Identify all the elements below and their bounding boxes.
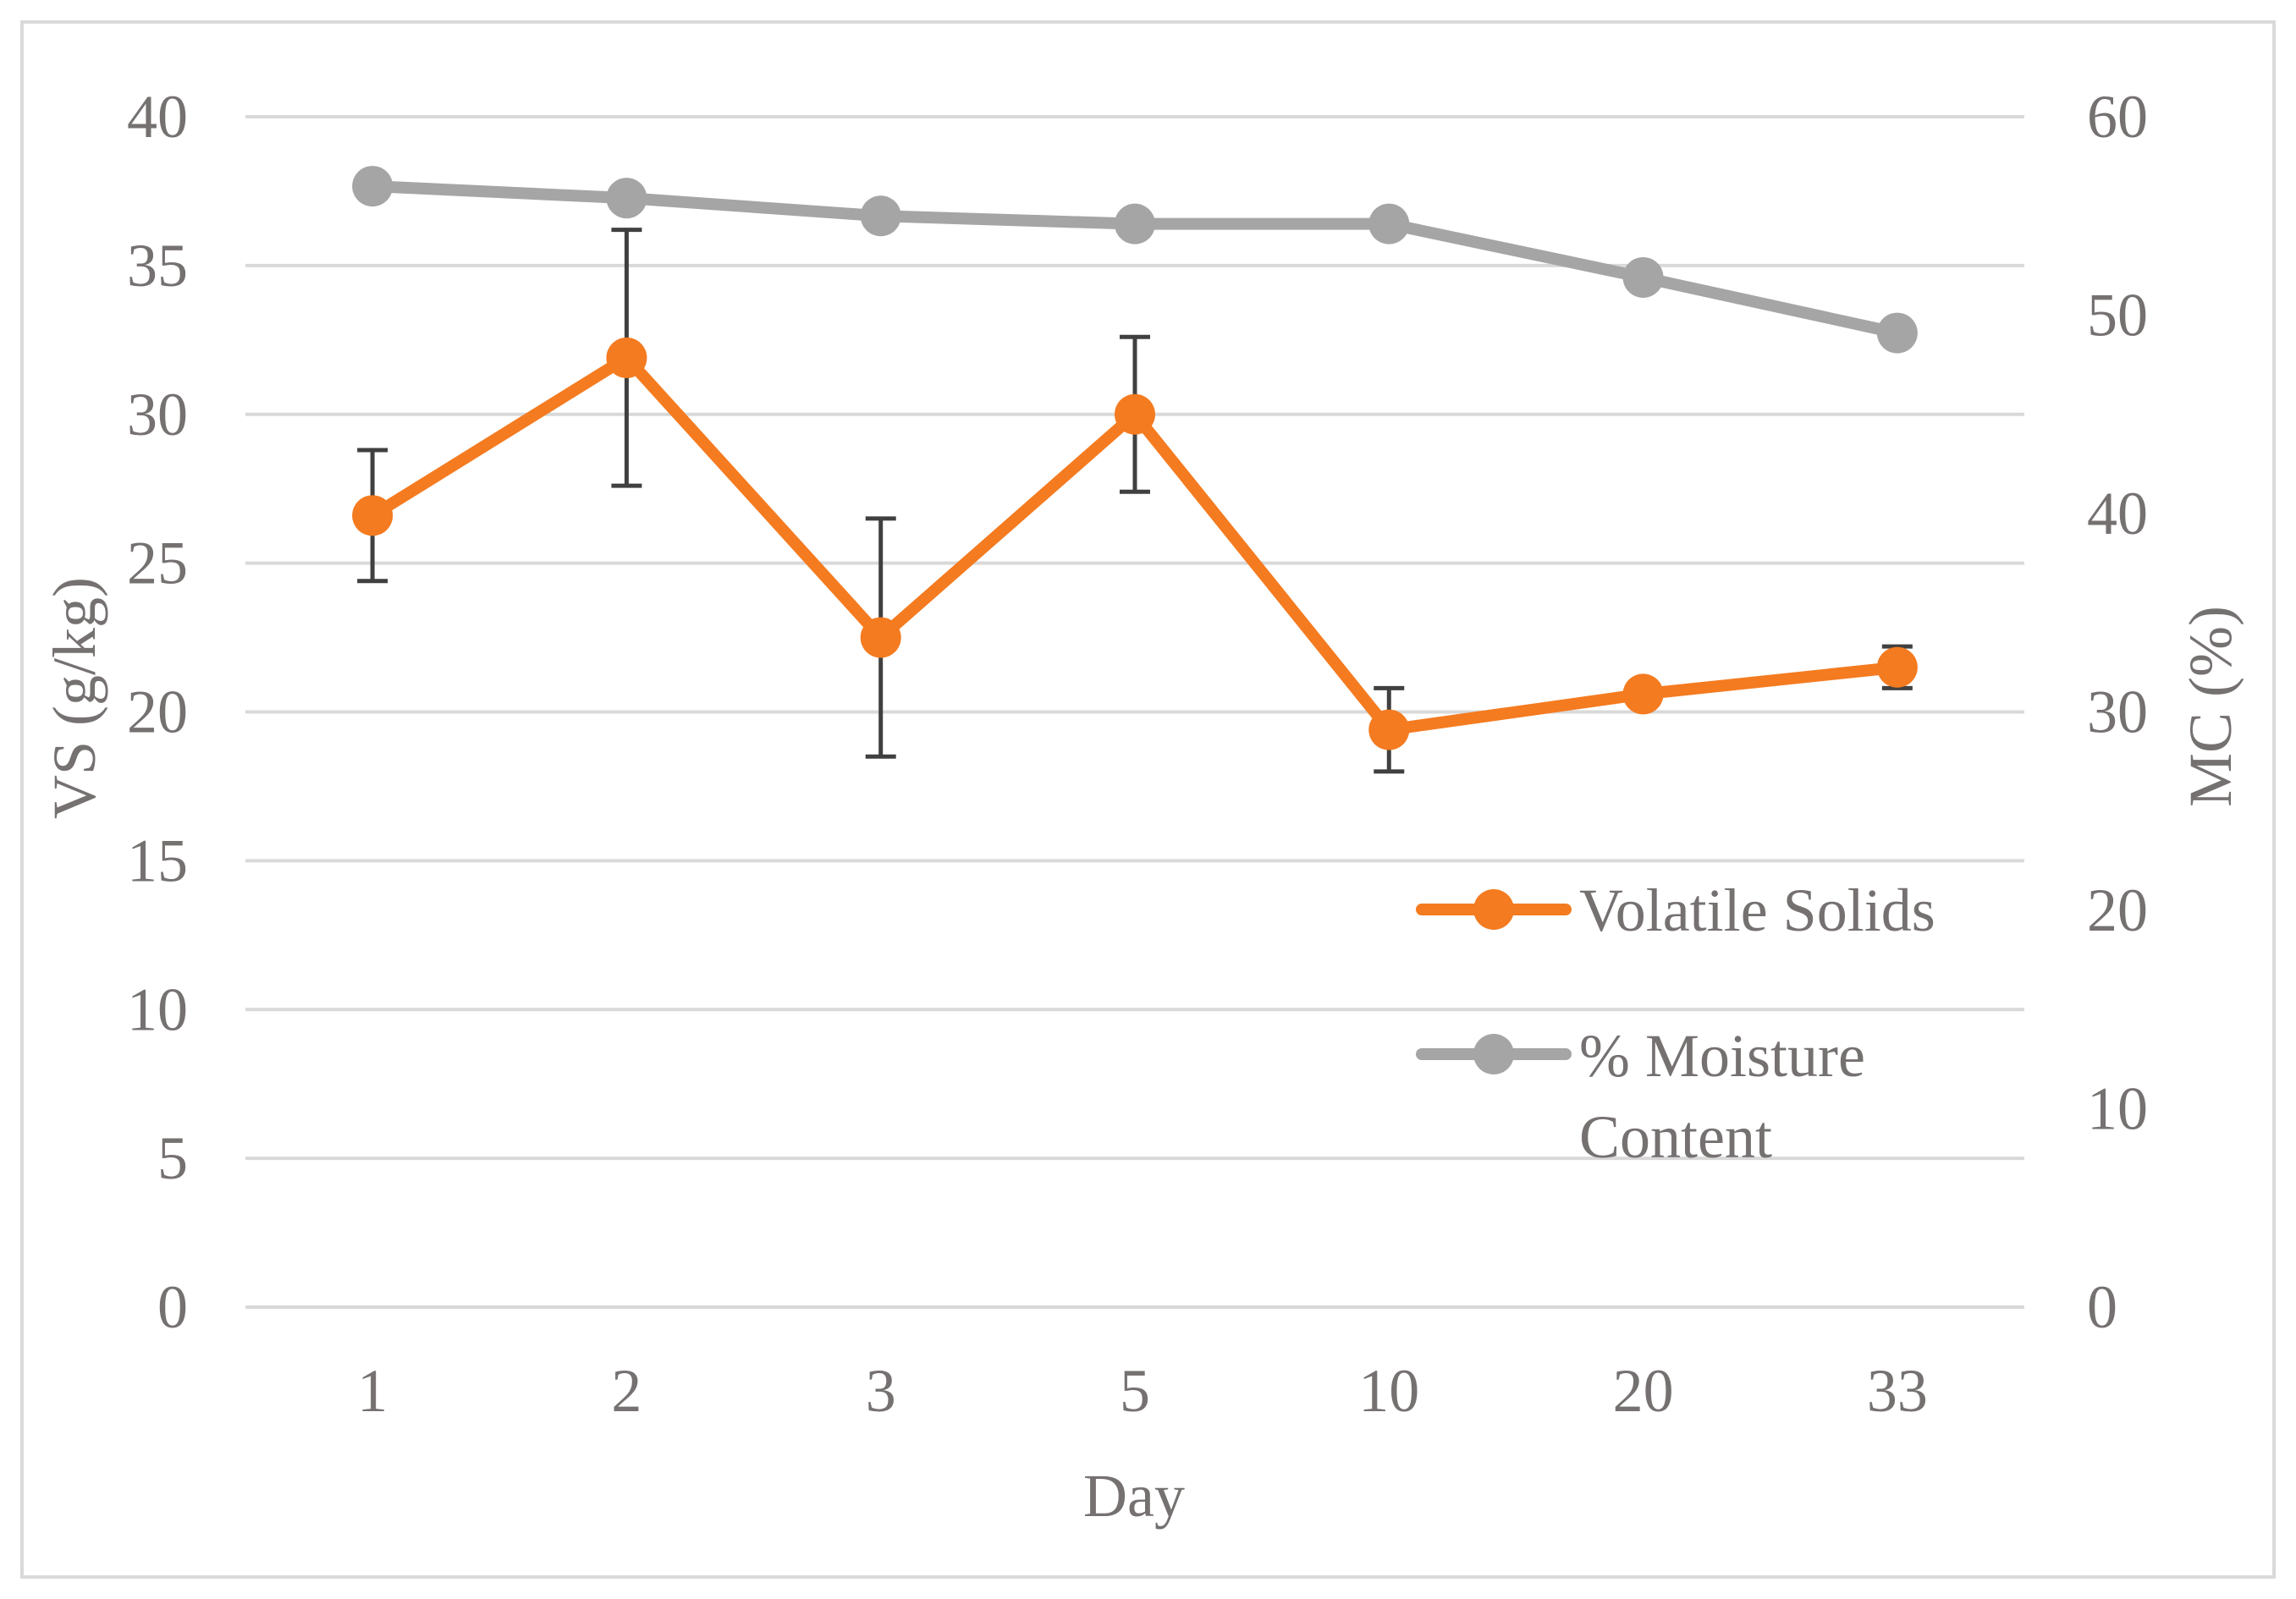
left-y-axis: 0 5 10 15 20 25 30 35 40	[127, 83, 188, 1341]
left-tick-label-5: 5	[157, 1124, 188, 1192]
data-point-mc-day-33	[1876, 312, 1918, 354]
right-tick-label-10: 10	[2087, 1075, 2148, 1143]
data-point-mc-day-10	[1368, 203, 1410, 245]
x-axis: 1 2 3 5 10 20 33	[357, 1357, 1928, 1425]
left-tick-label-15: 15	[127, 827, 188, 894]
right-axis-title: MC (%)	[2177, 606, 2244, 807]
legend: Volatile Solids % Moisture Content	[1416, 876, 1935, 1171]
chart-border	[20, 20, 2276, 1579]
left-tick-label-30: 30	[127, 381, 188, 448]
left-axis-title: VS (g/kg)	[41, 577, 108, 819]
left-tick-label-25: 25	[127, 530, 188, 597]
legend-mc-marker	[1473, 1034, 1514, 1074]
right-y-axis: 0 10 20 30 40 50 60	[2087, 83, 2148, 1341]
data-point-mc-day-5	[1115, 203, 1155, 245]
left-tick-label-10: 10	[127, 975, 188, 1043]
left-tick-label-0: 0	[157, 1273, 188, 1341]
data-point-vs-day-33	[1876, 646, 1918, 688]
data-point-vs-day-3	[860, 617, 901, 658]
data-point-mc-day-2	[606, 178, 647, 219]
legend-vs-marker	[1473, 889, 1514, 930]
right-tick-label-30: 30	[2087, 679, 2148, 746]
series-moisture-content	[352, 166, 1918, 354]
data-point-mc-day-3	[860, 195, 901, 237]
right-tick-label-40: 40	[2087, 480, 2148, 547]
data-point-vs-day-1	[352, 495, 394, 536]
left-tick-label-20: 20	[127, 679, 188, 746]
legend-mc-label-line1: % Moisture	[1579, 1022, 1865, 1090]
right-tick-label-0: 0	[2087, 1273, 2117, 1341]
x-tick-label-day-3: 3	[866, 1357, 896, 1425]
right-tick-label-60: 60	[2087, 83, 2148, 151]
x-tick-label-day-33: 33	[1867, 1357, 1928, 1425]
legend-mc-label-line2: Content	[1579, 1103, 1772, 1171]
left-tick-label-40: 40	[127, 83, 188, 151]
x-axis-title: Day	[1083, 1462, 1185, 1530]
x-tick-label-day-10: 10	[1358, 1357, 1419, 1425]
x-tick-label-day-1: 1	[357, 1357, 388, 1425]
x-tick-label-day-5: 5	[1120, 1357, 1150, 1425]
right-tick-label-50: 50	[2087, 282, 2148, 349]
legend-vs-label: Volatile Solids	[1579, 876, 1935, 944]
x-tick-label-day-2: 2	[611, 1357, 641, 1425]
data-point-mc-day-20	[1622, 256, 1664, 298]
data-point-mc-day-1	[352, 166, 394, 207]
x-tick-label-day-20: 20	[1613, 1357, 1674, 1425]
right-tick-label-20: 20	[2087, 876, 2148, 944]
data-point-vs-day-20	[1622, 673, 1664, 715]
series-volatile-solids	[352, 337, 1918, 750]
data-point-vs-day-5	[1115, 393, 1155, 435]
data-point-vs-day-10	[1368, 709, 1410, 750]
left-tick-label-35: 35	[127, 232, 188, 299]
data-point-vs-day-2	[606, 337, 647, 378]
